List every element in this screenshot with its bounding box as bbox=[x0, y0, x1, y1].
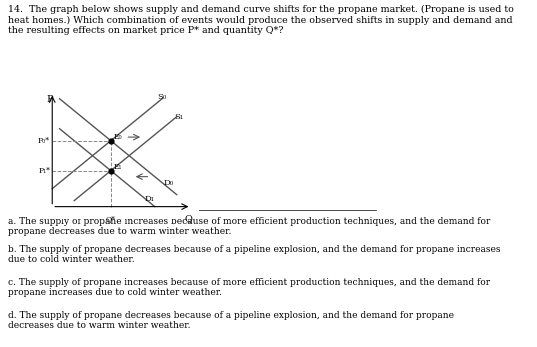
Text: c. The supply of propane increases because of more efficient production techniqu: c. The supply of propane increases becau… bbox=[8, 278, 490, 297]
Text: Q*: Q* bbox=[106, 215, 116, 223]
Text: E₀: E₀ bbox=[114, 133, 122, 141]
Text: D₁: D₁ bbox=[144, 195, 155, 203]
Text: Q: Q bbox=[185, 214, 192, 223]
Text: D₀: D₀ bbox=[164, 179, 173, 187]
Text: P: P bbox=[46, 95, 53, 104]
Text: P₁*: P₁* bbox=[38, 167, 50, 175]
Text: 14.  The graph below shows supply and demand curve shifts for the propane market: 14. The graph below shows supply and dem… bbox=[8, 5, 514, 35]
Text: E₁: E₁ bbox=[114, 163, 122, 171]
Text: a. The supply of propane increases because of more efficient production techniqu: a. The supply of propane increases becau… bbox=[8, 217, 490, 236]
Text: d. The supply of propane decreases because of a pipeline explosion, and the dema: d. The supply of propane decreases becau… bbox=[8, 311, 454, 330]
Text: S₀: S₀ bbox=[158, 93, 167, 101]
Text: S₁: S₁ bbox=[174, 113, 183, 121]
Text: P₀*: P₀* bbox=[38, 137, 50, 145]
Text: b. The supply of propane decreases because of a pipeline explosion, and the dema: b. The supply of propane decreases becau… bbox=[8, 245, 500, 264]
